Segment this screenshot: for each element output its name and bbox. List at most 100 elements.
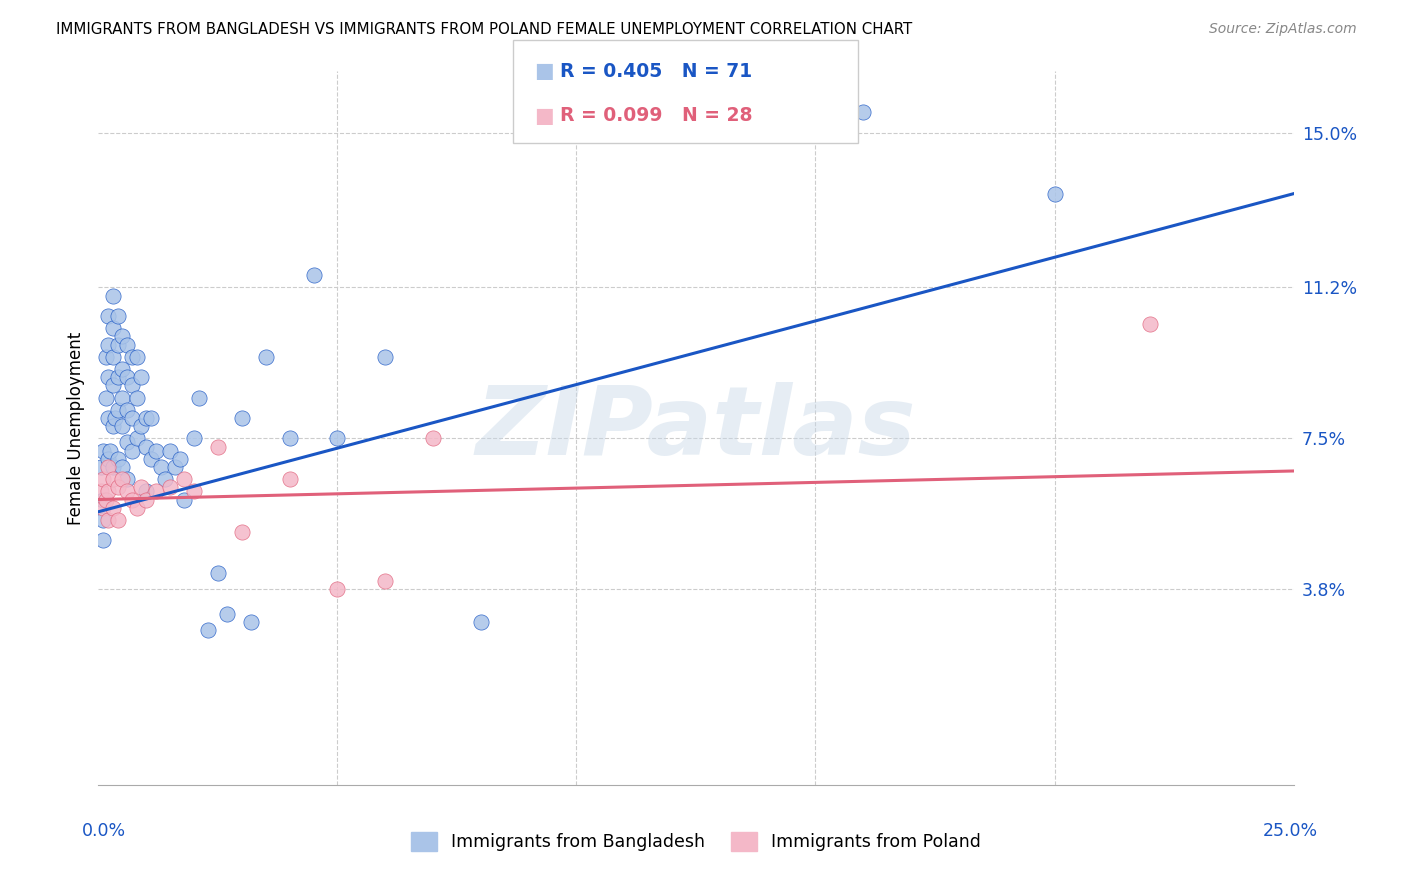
Point [135, 440, 157, 454]
Point [111, 391, 134, 405]
Point [91, 443, 114, 458]
Point [159, 443, 181, 458]
Point [173, 492, 195, 507]
Point [207, 566, 229, 580]
Text: R = 0.405   N = 71: R = 0.405 N = 71 [560, 62, 752, 81]
Text: IMMIGRANTS FROM BANGLADESH VS IMMIGRANTS FROM POLAND FEMALE UNEMPLOYMENT CORRELA: IMMIGRANTS FROM BANGLADESH VS IMMIGRANTS… [56, 22, 912, 37]
Point [107, 480, 129, 494]
Point [115, 370, 138, 384]
Point [217, 607, 239, 621]
Point [101, 459, 124, 474]
Point [131, 480, 153, 494]
Point [97, 411, 120, 425]
Text: ZIPatlas: ZIPatlas [475, 382, 917, 475]
Point [183, 431, 205, 445]
Point [135, 411, 157, 425]
Point [121, 350, 143, 364]
Point [240, 615, 263, 629]
Point [101, 378, 124, 392]
Point [111, 472, 134, 486]
Point [159, 480, 181, 494]
Point [97, 337, 120, 351]
Point [139, 451, 162, 466]
Point [183, 484, 205, 499]
Point [302, 268, 325, 283]
Point [231, 411, 253, 425]
Point [254, 350, 277, 364]
Point [1139, 317, 1161, 331]
Point [104, 411, 127, 425]
Point [90, 484, 112, 499]
Point [101, 350, 124, 364]
Point [131, 370, 153, 384]
Point [163, 459, 186, 474]
Point [91, 513, 114, 527]
Point [115, 402, 138, 417]
Point [101, 472, 124, 486]
Point [111, 459, 134, 474]
Point [121, 378, 143, 392]
Point [374, 574, 396, 588]
Point [139, 411, 162, 425]
Point [121, 492, 143, 507]
Text: R = 0.099   N = 28: R = 0.099 N = 28 [560, 106, 752, 126]
Text: ■: ■ [534, 62, 554, 81]
Point [149, 459, 172, 474]
Point [97, 484, 120, 499]
Point [121, 443, 143, 458]
Point [97, 370, 120, 384]
Point [1043, 186, 1066, 201]
Point [97, 513, 120, 527]
Point [111, 362, 134, 376]
Point [374, 350, 396, 364]
Point [197, 623, 219, 637]
Point [97, 451, 120, 466]
Point [155, 472, 177, 486]
Point [115, 484, 138, 499]
Text: 25.0%: 25.0% [1263, 822, 1317, 840]
Point [91, 472, 114, 486]
Point [326, 431, 349, 445]
Point [94, 391, 117, 405]
Text: ■: ■ [534, 106, 554, 126]
Point [101, 500, 124, 515]
Point [135, 484, 157, 499]
Point [115, 337, 138, 351]
Point [94, 350, 117, 364]
Y-axis label: Female Unemployment: Female Unemployment [66, 332, 84, 524]
Point [121, 411, 143, 425]
Point [145, 443, 167, 458]
Point [107, 337, 129, 351]
Point [207, 440, 229, 454]
Point [107, 451, 129, 466]
Point [101, 419, 124, 434]
Text: 0.0%: 0.0% [82, 822, 125, 840]
Point [187, 391, 209, 405]
Point [97, 309, 120, 323]
Point [107, 513, 129, 527]
Point [98, 443, 122, 458]
Point [91, 533, 114, 548]
Point [101, 288, 124, 302]
Text: Source: ZipAtlas.com: Source: ZipAtlas.com [1209, 22, 1357, 37]
Point [125, 350, 148, 364]
Point [107, 402, 129, 417]
Legend: Immigrants from Bangladesh, Immigrants from Poland: Immigrants from Bangladesh, Immigrants f… [404, 825, 988, 858]
Point [111, 329, 134, 343]
Point [97, 459, 120, 474]
Point [278, 431, 301, 445]
Point [125, 431, 148, 445]
Point [169, 451, 191, 466]
Point [231, 525, 253, 540]
Point [326, 582, 349, 597]
Point [173, 472, 195, 486]
Point [91, 492, 114, 507]
Point [135, 492, 157, 507]
Point [278, 472, 301, 486]
Point [91, 500, 114, 515]
Point [131, 419, 153, 434]
Point [422, 431, 444, 445]
Point [125, 500, 148, 515]
Point [90, 459, 112, 474]
Point [125, 391, 148, 405]
